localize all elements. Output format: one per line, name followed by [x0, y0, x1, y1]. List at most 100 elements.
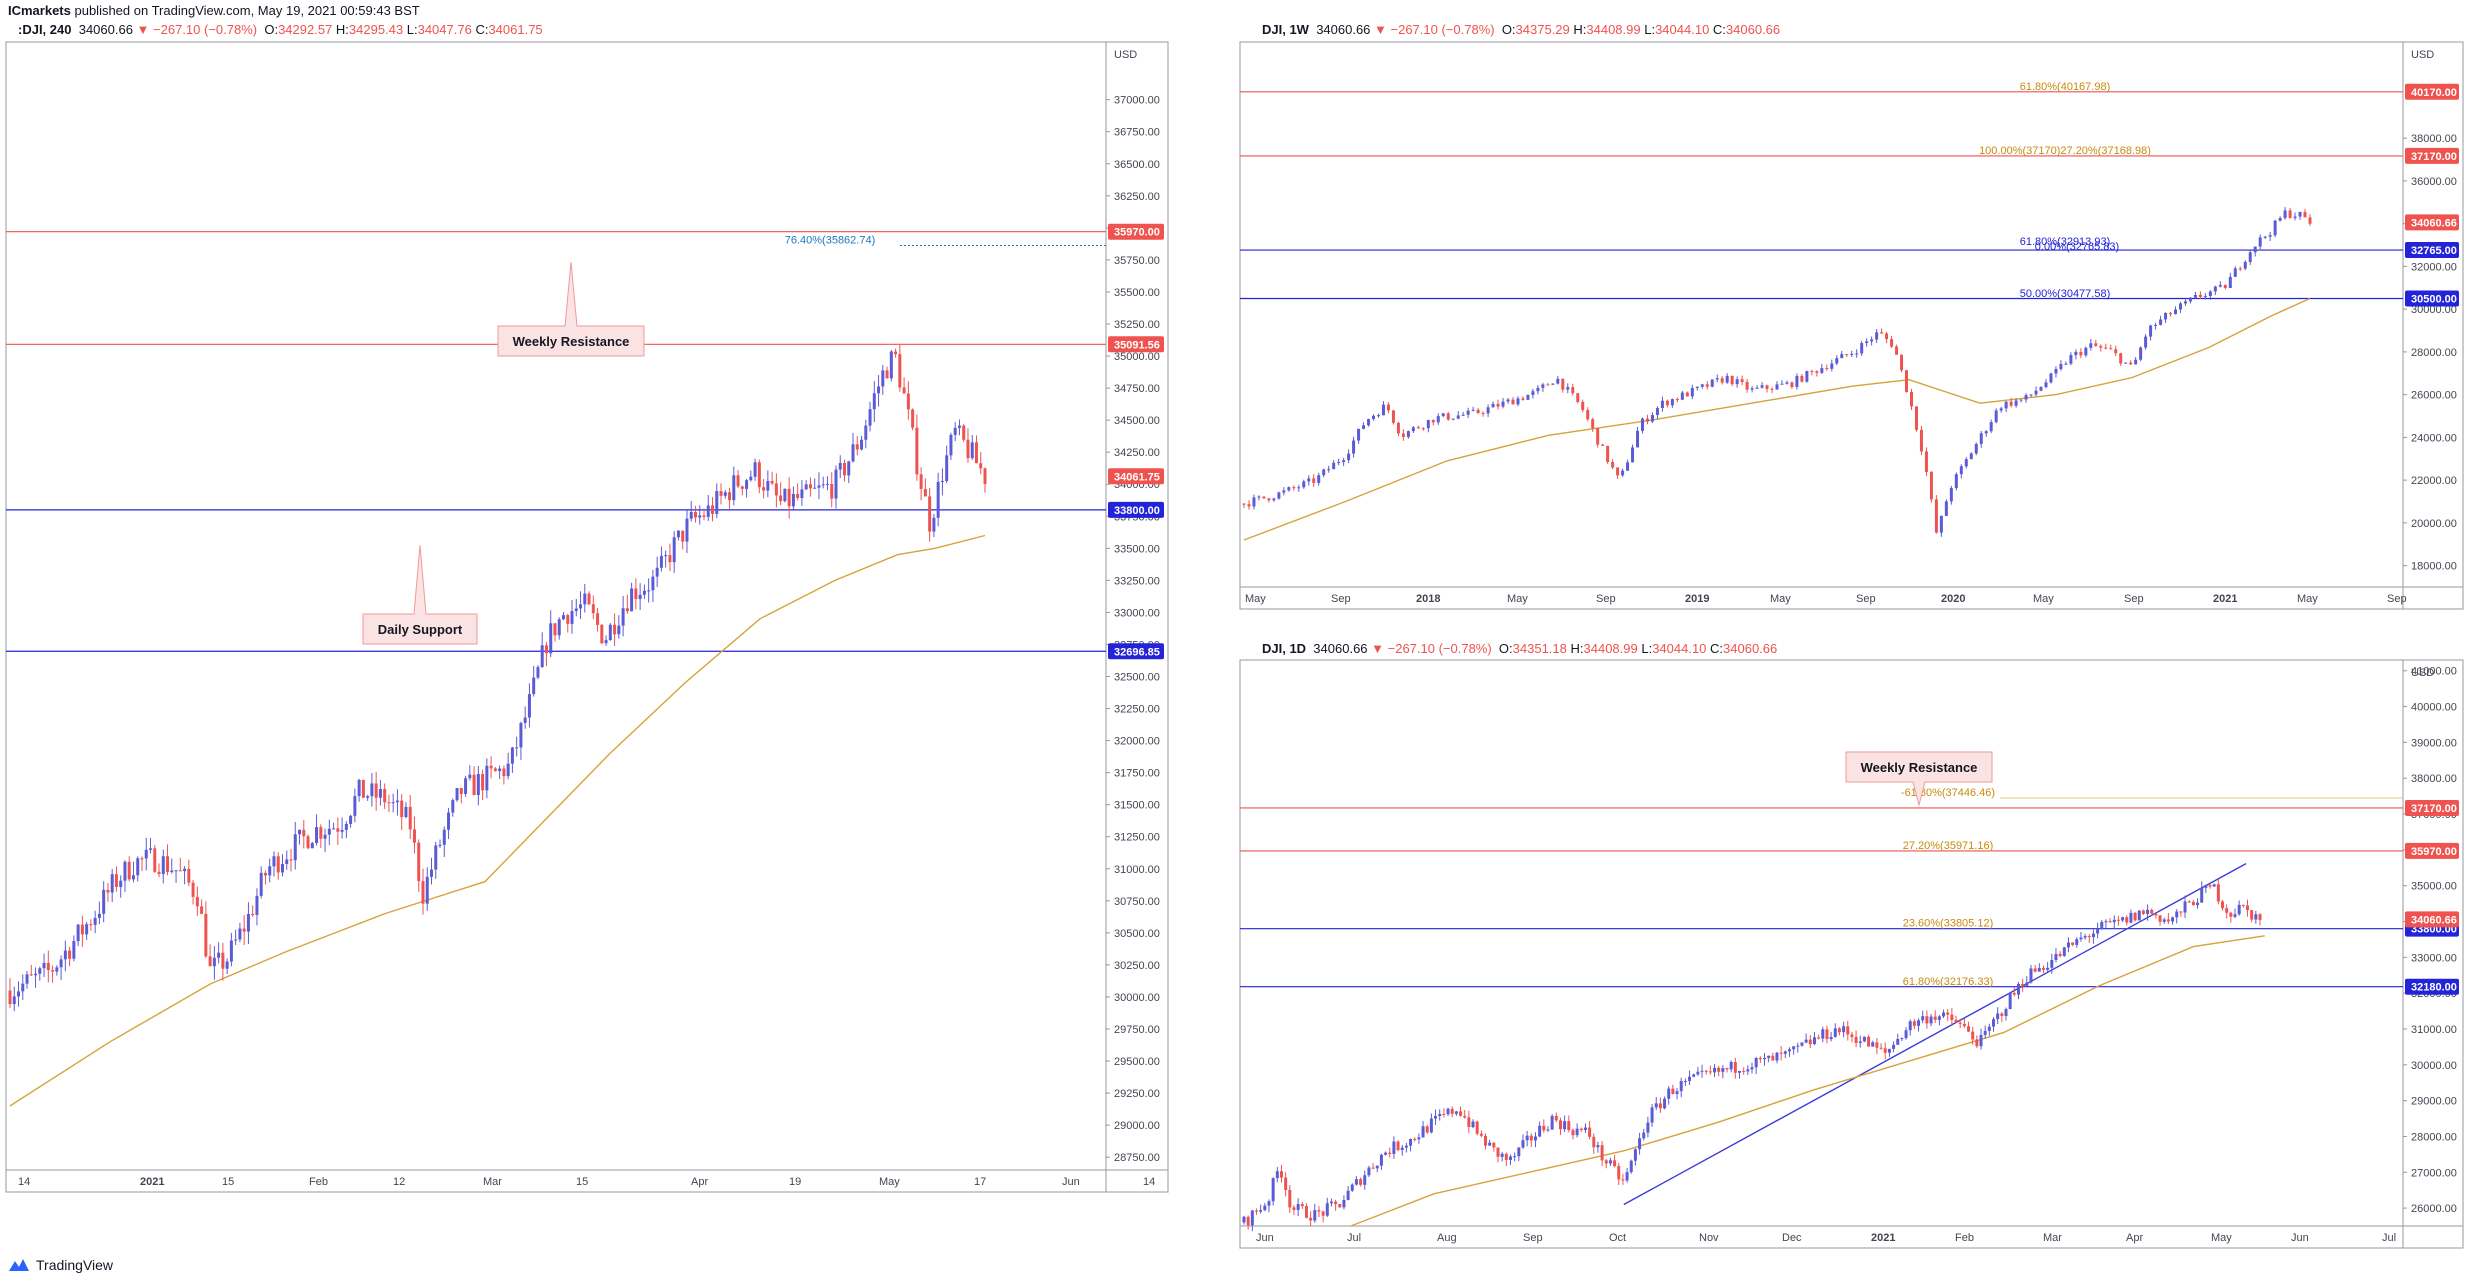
candle-body [1531, 391, 1535, 395]
candle-body [1292, 1207, 1296, 1210]
candle-body [1721, 1068, 1725, 1072]
candle-body [1704, 1070, 1708, 1072]
candle-body [1596, 1145, 1600, 1148]
candle-body [246, 914, 250, 932]
candle-body [1760, 385, 1764, 388]
candle-body [506, 763, 510, 777]
candle-body [749, 476, 753, 481]
candle-body [464, 778, 468, 794]
level-tag-resistance [1108, 336, 1164, 353]
candle-body [2166, 919, 2170, 922]
candle-body [298, 829, 302, 835]
publisher-text: published on TradingView.com, May 19, 20… [70, 3, 420, 18]
y-tick-label: 29750.00 [1114, 1024, 1160, 1036]
candle-body [272, 856, 276, 867]
header-l-label: L: [1641, 641, 1653, 656]
x-tick-label: May [1507, 593, 1528, 605]
candle-body [2200, 887, 2204, 903]
candle-body [1924, 451, 1928, 472]
candle-body [1496, 1147, 1500, 1157]
candle-body [2254, 914, 2258, 920]
candle-body [2229, 912, 2233, 917]
candle-body [877, 386, 881, 394]
candle-body [1845, 354, 1849, 356]
last-price-label: 34060.66 [2411, 217, 2457, 229]
candle-body [106, 889, 110, 893]
x-tick-label: 15 [222, 1176, 234, 1188]
candle-body [1725, 1068, 1729, 1070]
candle-body [1979, 1034, 1983, 1047]
candle-body [1517, 1147, 1521, 1157]
candle-body [1579, 1128, 1583, 1131]
header-l: 34047.76 [417, 22, 476, 37]
y-tick-label: 35000.00 [1114, 351, 1160, 363]
candle-body [527, 694, 531, 718]
candle-body [1817, 1037, 1821, 1039]
candle-body [1400, 1147, 1404, 1151]
candle-body [2016, 983, 2020, 995]
candle-body [1375, 1165, 1379, 1169]
candle-body [1708, 1071, 1712, 1073]
candle-body [1735, 379, 1739, 385]
candle-body [979, 463, 983, 469]
y-tick-label: 28000.00 [2411, 347, 2457, 359]
candle-body [1463, 1115, 1467, 1118]
candle-body [1850, 1034, 1854, 1037]
x-tick-label: Feb [309, 1176, 328, 1188]
candle-body [166, 856, 170, 873]
candle-body [804, 484, 808, 490]
candle-body [1350, 1184, 1354, 1191]
candle-body [1646, 1122, 1650, 1133]
candle-body [1282, 490, 1286, 493]
candle-body [191, 882, 195, 897]
candle-body [2146, 909, 2150, 915]
footer-brand[interactable]: TradingView [36, 1257, 114, 1273]
candle-body [919, 474, 923, 489]
candle-body [2064, 363, 2068, 365]
candle-body [195, 896, 199, 907]
header-l: 34044.10 [1652, 641, 1711, 656]
moving-average-line [1243, 297, 2311, 541]
candle-body [706, 505, 710, 517]
candle-body [1600, 1145, 1604, 1161]
candle-body [493, 768, 497, 772]
candle-body [1384, 1152, 1388, 1155]
candle-body [1975, 1039, 1979, 1047]
candle-body [860, 439, 864, 450]
candle-body [1996, 1013, 2000, 1020]
candle-body [2283, 210, 2287, 219]
candle-body [1994, 410, 1998, 423]
candle-body [2112, 919, 2116, 923]
candle-body [945, 455, 949, 482]
candle-body [1621, 470, 1625, 476]
candle-body [1411, 427, 1415, 432]
candle-body [1750, 388, 1754, 390]
candle-body [1675, 399, 1679, 401]
candle-body [1546, 1129, 1550, 1131]
fib-label: 50.00%(30477.58) [2020, 288, 2111, 300]
candle-body [2238, 268, 2242, 270]
candle-body [306, 836, 310, 849]
candle-body [872, 393, 876, 410]
candle-body [1425, 1126, 1429, 1133]
candle-body [1409, 1138, 1413, 1146]
candle-body [1683, 1081, 1687, 1083]
candle-body [276, 856, 280, 873]
y-tick-label: 34250.00 [1114, 447, 1160, 459]
publisher-name[interactable]: ICmarkets [8, 3, 71, 18]
y-tick-label: 22000.00 [2411, 475, 2457, 487]
candle-body [153, 848, 157, 872]
candle-body [1821, 1029, 1825, 1039]
chart-frame [1239, 41, 2464, 610]
candle-body [1413, 1138, 1417, 1140]
candle-body [825, 483, 829, 485]
header-change: ▼ −267.10 (−0.78%) [1374, 22, 1502, 37]
x-tick-label: Sep [2124, 593, 2144, 605]
callout-label: Weekly Resistance [513, 334, 630, 349]
candle-body [1541, 384, 1545, 388]
candle-body [864, 425, 868, 440]
y-tick-label: 35250.00 [1114, 319, 1160, 331]
candle-body [498, 768, 502, 772]
candle-body [1617, 1166, 1621, 1180]
